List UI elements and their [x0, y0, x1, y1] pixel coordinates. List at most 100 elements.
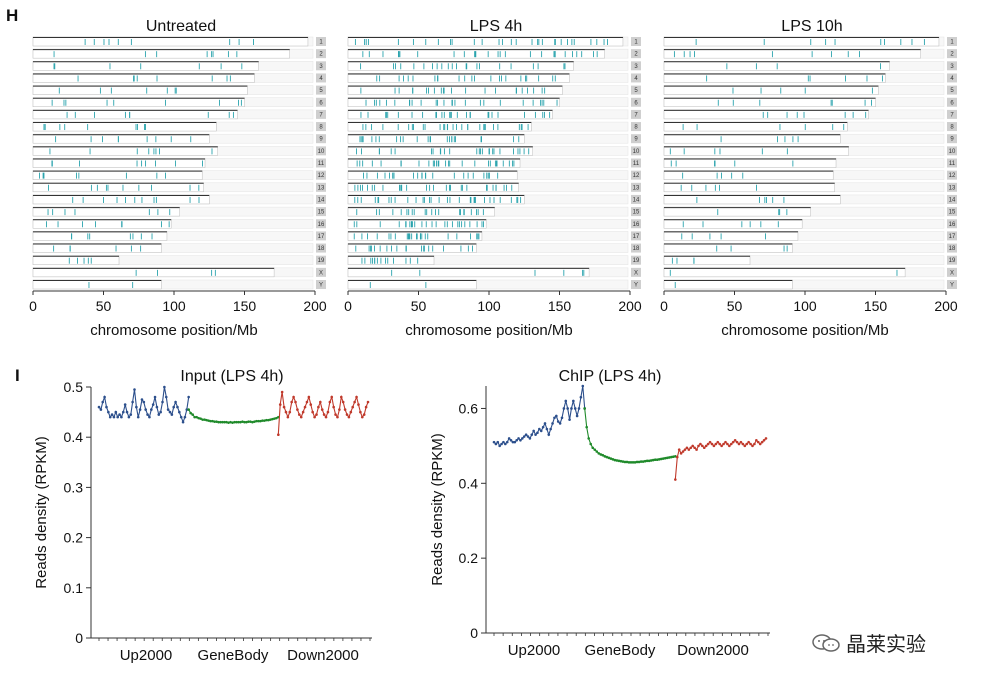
- data-point: [153, 395, 157, 399]
- chromosome-label-box: [947, 134, 957, 144]
- data-point: [135, 405, 138, 409]
- series-up2000: [492, 384, 586, 448]
- chromosome-label-box: [631, 146, 641, 156]
- data-point: [138, 408, 142, 411]
- data-point: [301, 410, 305, 414]
- chromosome-label-box: [947, 85, 957, 95]
- data-point: [146, 413, 149, 416]
- chromosome-label-box: [316, 85, 326, 95]
- data-point: [161, 400, 164, 404]
- data-point: [353, 400, 356, 404]
- data-point: [751, 444, 754, 448]
- chromosome-label: 12: [949, 173, 956, 179]
- x-category-label: Up2000: [120, 647, 173, 664]
- data-point: [635, 460, 639, 464]
- chromosome-label: 13: [318, 185, 325, 191]
- data-point: [315, 413, 318, 416]
- data-point: [597, 452, 601, 455]
- data-point: [178, 410, 181, 414]
- data-point: [205, 418, 208, 422]
- chromosome-18: [32, 243, 162, 253]
- data-point: [641, 460, 645, 463]
- chromosome-label-box: [947, 61, 957, 71]
- data-point: [697, 444, 700, 448]
- chromosome-label: 19: [633, 258, 640, 264]
- x-tick-label: 200: [303, 298, 327, 314]
- chromosome-7: [663, 109, 869, 120]
- data-point: [674, 478, 677, 481]
- chromosome-Y: [32, 279, 162, 290]
- chromosome-label: 18: [633, 246, 640, 252]
- chromosome-14: [347, 194, 525, 205]
- karyogram-title: Untreated: [146, 18, 216, 35]
- chromosome-label-box: [947, 73, 957, 83]
- chromosome-label-box: [631, 194, 641, 204]
- data-point: [712, 444, 716, 448]
- data-point: [211, 419, 214, 423]
- data-point: [659, 457, 663, 461]
- data-point: [539, 429, 543, 433]
- data-point: [693, 446, 696, 450]
- data-point: [511, 440, 515, 444]
- data-point: [151, 403, 155, 406]
- chromosome-11: [32, 158, 206, 168]
- chromosome-label: 6: [950, 100, 954, 106]
- data-point: [517, 437, 520, 440]
- chromosome-label-box: [631, 255, 641, 265]
- panel-h-karyograms: Untreated12345678910111213141516171819XY…: [29, 18, 958, 339]
- data-point: [507, 437, 511, 440]
- data-point: [532, 429, 535, 433]
- chromosome-label: 10: [949, 149, 956, 155]
- chromosome-label: 18: [318, 246, 325, 252]
- chromosome-label: 3: [319, 64, 323, 70]
- data-point: [349, 410, 353, 414]
- data-point: [722, 442, 725, 446]
- data-point: [687, 448, 691, 451]
- y-axis-label: Reads density (RPKM): [429, 433, 446, 586]
- data-point: [505, 440, 509, 444]
- data-point: [118, 413, 121, 416]
- data-point: [665, 456, 669, 460]
- data-point: [607, 456, 611, 460]
- data-point: [621, 460, 625, 463]
- data-point: [577, 407, 581, 410]
- x-tick-label: 100: [162, 298, 186, 314]
- chromosome-label-box: [947, 122, 957, 132]
- data-point: [290, 400, 293, 404]
- data-point: [345, 413, 349, 416]
- data-point: [105, 405, 108, 409]
- data-point: [172, 405, 176, 409]
- data-point: [101, 400, 105, 404]
- data-point: [615, 459, 619, 462]
- chromosome-19: [347, 255, 435, 265]
- data-point: [605, 455, 609, 459]
- series-genebody: [187, 408, 280, 424]
- watermark: 晶莱实验: [812, 628, 926, 657]
- data-point: [319, 400, 322, 404]
- chromosome-18: [663, 243, 793, 253]
- chromosome-label: 11: [318, 161, 325, 167]
- x-tick-label: 100: [477, 298, 501, 314]
- data-point: [704, 444, 708, 448]
- data-point: [282, 405, 286, 409]
- data-point: [330, 395, 334, 399]
- chromosome-label: Y: [319, 283, 323, 289]
- data-point: [595, 450, 599, 453]
- data-point: [492, 440, 496, 444]
- data-point: [675, 455, 679, 459]
- y-tick-label: 0: [75, 630, 83, 646]
- chromosome-17: [347, 231, 483, 241]
- chromosome-13: [32, 182, 204, 193]
- data-point: [243, 420, 246, 424]
- data-point: [181, 420, 185, 424]
- x-tick-label: 50: [727, 298, 743, 314]
- karyogram-title: LPS 4h: [470, 18, 522, 35]
- series-up2000: [97, 385, 190, 424]
- karyogram-panel-1: Untreated12345678910111213141516171819XY…: [29, 18, 327, 339]
- chromosome-label-box: [947, 97, 957, 107]
- data-point: [758, 442, 762, 446]
- data-point: [355, 395, 358, 399]
- chromosome-label: 15: [318, 210, 325, 216]
- data-point: [762, 438, 766, 442]
